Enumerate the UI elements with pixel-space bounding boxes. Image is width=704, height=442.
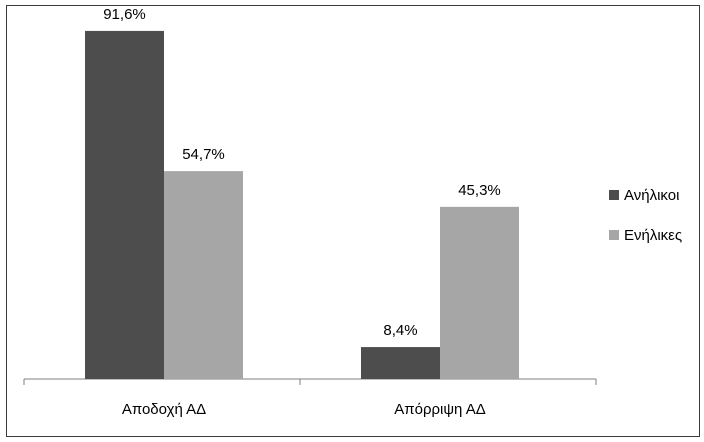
bar [361, 347, 440, 379]
data-label: 91,6% [103, 6, 146, 23]
legend-label: Ανήλικοι [624, 187, 679, 204]
bar [440, 206, 519, 379]
legend-label: Ενήλικες [624, 227, 682, 244]
x-tick-label: Απόρριψη ΑΔ [394, 401, 486, 418]
data-label: 45,3% [458, 182, 501, 199]
data-label: 8,4% [383, 322, 417, 339]
legend-swatch [609, 190, 619, 200]
bar [164, 171, 243, 379]
data-label: 54,7% [182, 146, 225, 163]
legend-swatch [609, 230, 619, 240]
bar [85, 30, 164, 379]
x-tick-label: Αποδοχή ΑΔ [122, 401, 206, 418]
